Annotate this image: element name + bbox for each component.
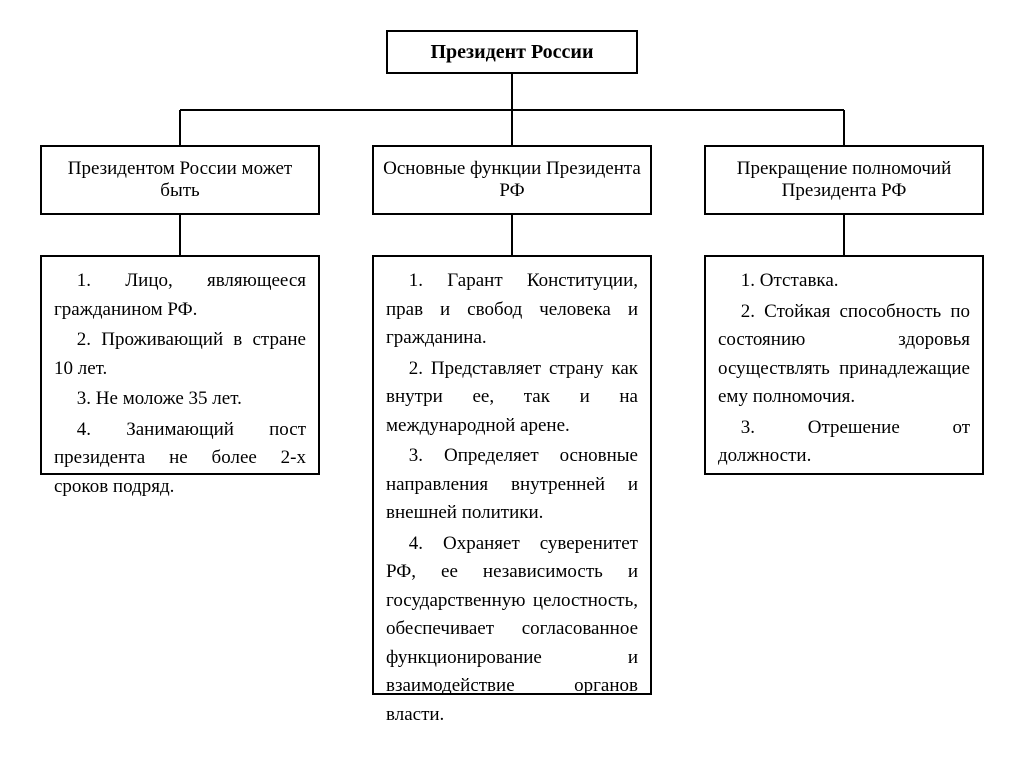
branch-termination-title: Прекращение полномочий Президента РФ bbox=[704, 145, 984, 215]
list-item: 1. Лицо, являющееся гражданином РФ. bbox=[54, 267, 306, 324]
list-item: 3. Отрешение от должности. bbox=[718, 414, 970, 471]
list-item: 1. Гарант Конституции, прав и свобод чел… bbox=[386, 267, 638, 353]
branch-eligibility-content: 1. Лицо, являющееся гражданином РФ. 2. П… bbox=[40, 255, 320, 475]
branch-functions-title: Основные функции Президента РФ bbox=[372, 145, 652, 215]
list-item: 3. Определяет основные направления внутр… bbox=[386, 442, 638, 528]
list-item: 4. Занимающий пост президента не более 2… bbox=[54, 416, 306, 502]
list-item: 3. Не моложе 35 лет. bbox=[54, 385, 306, 414]
branch-functions-content: 1. Гарант Конституции, прав и свобод чел… bbox=[372, 255, 652, 695]
list-item: 4. Охраняет суверенитет РФ, ее независим… bbox=[386, 530, 638, 730]
diagram-canvas: Президент России Президентом России може… bbox=[0, 0, 1024, 768]
list-item: 2. Представляет страну как внутри ее, та… bbox=[386, 355, 638, 441]
branch-title-label: Прекращение полномочий Президента РФ bbox=[714, 158, 974, 202]
list-item: 2. Стойкая способность по состоянию здор… bbox=[718, 298, 970, 412]
root-node: Президент России bbox=[386, 30, 638, 74]
branch-title-label: Президентом России может быть bbox=[50, 158, 310, 202]
branch-title-label: Основные функции Президента РФ bbox=[382, 158, 642, 202]
branch-eligibility-title: Президентом России может быть bbox=[40, 145, 320, 215]
branch-termination-content: 1. Отставка. 2. Стойкая способность по с… bbox=[704, 255, 984, 475]
list-item: 1. Отставка. bbox=[718, 267, 970, 296]
root-label: Президент России bbox=[431, 41, 594, 64]
list-item: 2. Проживающий в стране 10 лет. bbox=[54, 326, 306, 383]
